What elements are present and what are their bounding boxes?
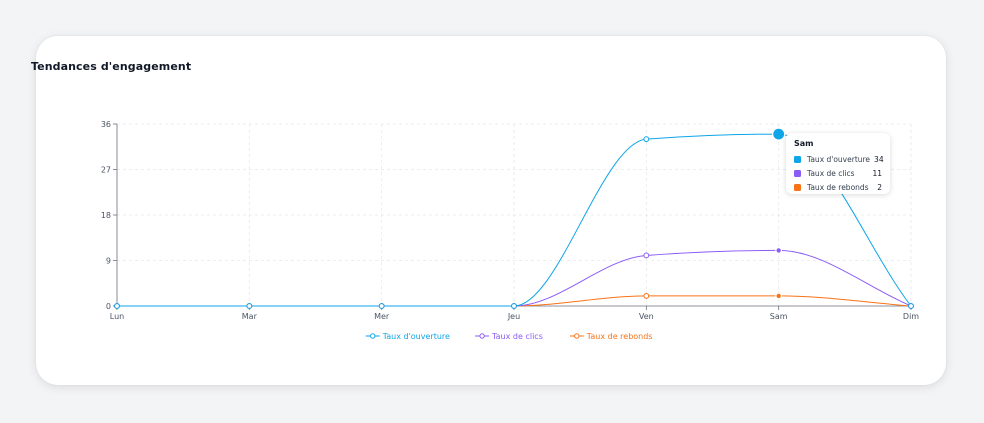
legend-label: Taux de rebonds — [586, 332, 653, 341]
chart-tooltip: Sam Taux d'ouverture 34 Taux de clics 11… — [786, 133, 890, 194]
legend-marker-icon — [370, 333, 376, 339]
x-tick-label: Mar — [242, 312, 258, 321]
chart-title: Tendances d'engagement — [31, 60, 192, 73]
tooltip-swatch — [794, 183, 801, 191]
x-tick-label: Mer — [374, 312, 390, 321]
y-tick-label: 0 — [106, 302, 111, 311]
y-tick-label: 36 — [101, 120, 111, 129]
active-data-point — [775, 292, 783, 300]
x-tick-label: Dim — [903, 312, 919, 321]
tooltip-swatch — [794, 155, 801, 163]
legend-marker-icon — [574, 333, 580, 339]
x-tick-label: Jeu — [507, 312, 520, 321]
legend-label: Taux d'ouverture — [382, 332, 450, 341]
y-tick-label: 9 — [106, 257, 111, 266]
legend-marker-icon — [479, 333, 485, 339]
active-data-point — [772, 127, 786, 141]
data-point — [246, 303, 253, 309]
x-tick-label: Ven — [639, 312, 654, 321]
tooltip-swatch — [794, 169, 801, 177]
legend-label: Taux de clics — [491, 332, 543, 341]
x-tick-label: Sam — [770, 312, 788, 321]
data-point — [378, 303, 385, 309]
tooltip-row: Taux d'ouverture 34 — [794, 152, 884, 166]
x-tick-label: Lun — [110, 312, 124, 321]
tooltip-series-name: Taux de rebonds — [807, 182, 869, 192]
tooltip-series-name: Taux d'ouverture — [807, 154, 871, 164]
tooltip-row: Taux de rebonds 2 — [794, 180, 882, 194]
data-point — [908, 303, 914, 309]
tooltip-row: Taux de clics 11 — [794, 166, 882, 180]
y-tick-label: 27 — [101, 166, 111, 175]
data-point — [114, 303, 120, 309]
tooltip-series-value: 2 — [877, 182, 882, 192]
tooltip-series-value: 11 — [872, 168, 882, 178]
tooltip-series-name: Taux de clics — [807, 168, 855, 178]
data-point — [643, 136, 650, 143]
data-point — [511, 303, 517, 309]
active-data-point — [775, 246, 783, 254]
data-point — [643, 252, 650, 259]
engagement-card — [36, 36, 946, 385]
data-point — [643, 292, 650, 299]
y-tick-label: 18 — [101, 211, 111, 220]
tooltip-title: Sam — [794, 139, 814, 148]
tooltip-series-value: 34 — [874, 154, 884, 164]
